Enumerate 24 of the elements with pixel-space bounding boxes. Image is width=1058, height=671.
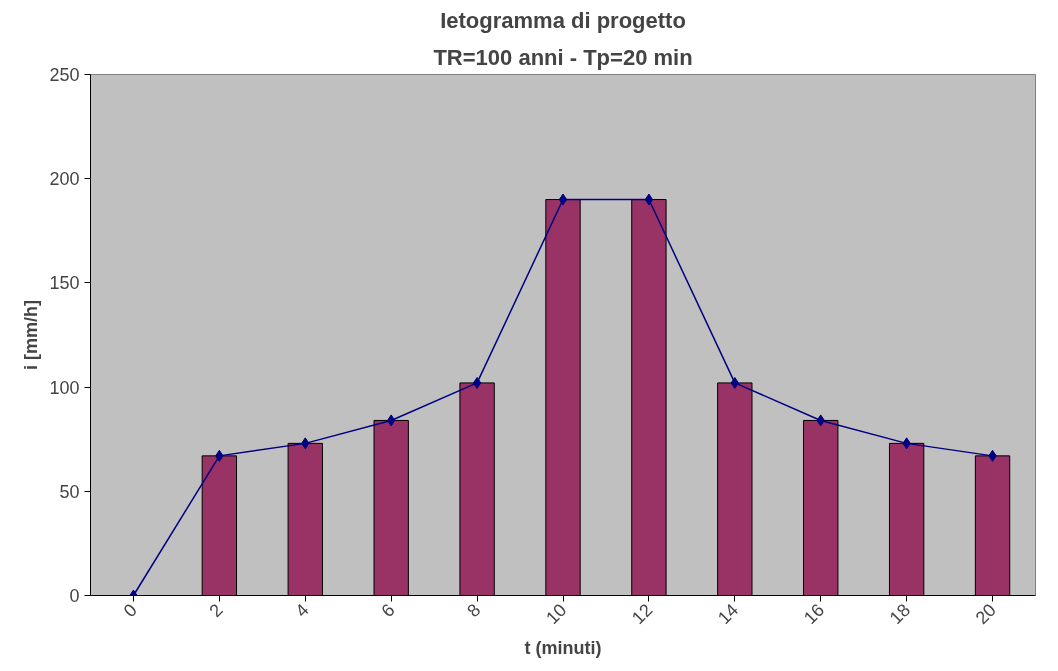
- x-tick-label: 0: [119, 599, 141, 621]
- x-tick-label: 20: [971, 599, 1000, 629]
- y-tick-label: 250: [49, 65, 80, 85]
- x-tick-label: 18: [885, 599, 915, 629]
- point: [558, 193, 568, 206]
- x-tick-label: 16: [799, 599, 829, 629]
- y-axis-title: i [mm/h]: [21, 300, 42, 370]
- y-tick-label: 150: [49, 273, 80, 294]
- y-tick-label: 100: [49, 377, 80, 398]
- x-tick-label: 12: [628, 599, 657, 629]
- x-tick-label: 2: [205, 599, 227, 621]
- y-tick-label: 0: [69, 586, 80, 606]
- chart-subtitle: TR=100 anni - Tp=20 min: [433, 44, 693, 70]
- x-axis-title: t (minuti): [524, 637, 602, 658]
- point: [472, 376, 482, 389]
- x-tick-label: 10: [542, 599, 571, 629]
- y-tick-label: 200: [49, 169, 80, 190]
- y-tick-label: 50: [59, 481, 80, 502]
- chart-title: Ietogramma di progetto: [440, 7, 686, 33]
- x-tick-label: 8: [463, 599, 485, 621]
- x-tick-label: 6: [377, 599, 399, 621]
- x-tick-label: 14: [713, 599, 743, 629]
- x-tick-label: 4: [291, 599, 313, 621]
- point: [644, 193, 654, 206]
